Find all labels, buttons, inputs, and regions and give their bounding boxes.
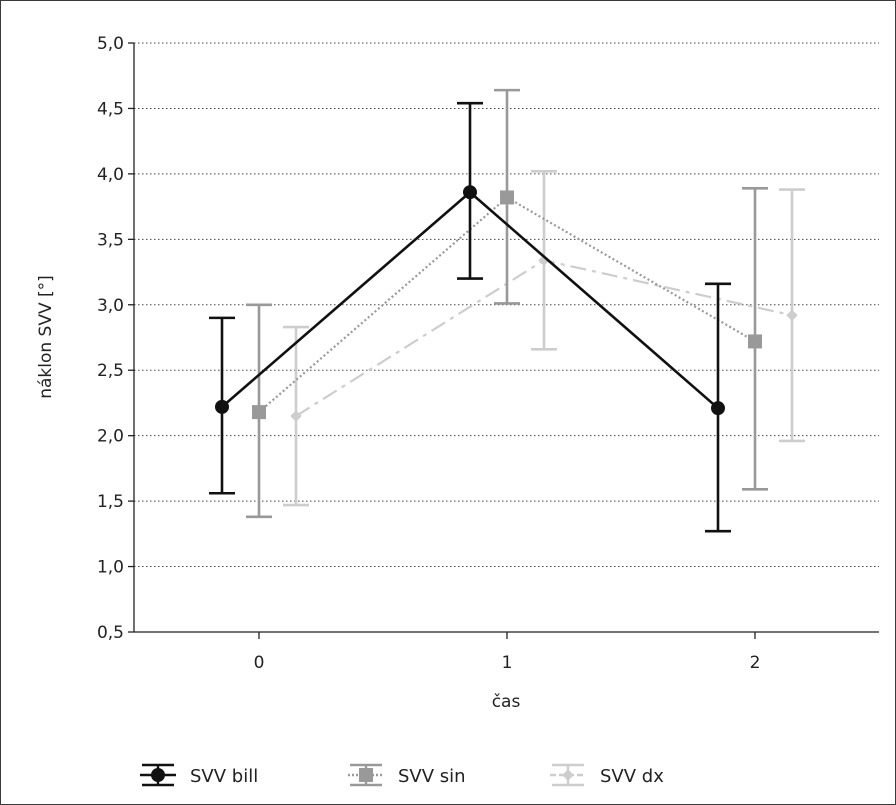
x-tick-label: 1	[502, 653, 513, 673]
data-point-marker	[786, 309, 798, 321]
x-tick-label: 0	[254, 653, 265, 673]
data-point-marker	[711, 401, 725, 416]
data-point-marker	[151, 768, 165, 782]
series-line	[258, 196, 756, 413]
y-tick-label: 1,5	[97, 492, 124, 512]
data-point-marker	[748, 334, 762, 349]
y-tick-label: 2,0	[97, 427, 124, 447]
data-point-marker	[215, 399, 229, 414]
legend-label: SVV sin	[398, 766, 466, 787]
data-point-marker	[500, 190, 514, 205]
x-tick-labels: 0 1 2	[254, 632, 761, 673]
legend-item: SVV bill	[140, 763, 258, 787]
data-point-marker	[290, 410, 302, 422]
y-axis-title: náklon SVV [°]	[36, 275, 56, 399]
y-tick-label: 3,5	[97, 230, 124, 250]
data-point-marker	[463, 185, 477, 200]
y-tick-label: 4,0	[97, 165, 124, 185]
x-axis-title: čas	[492, 692, 521, 712]
data-point-marker	[562, 769, 574, 781]
y-tick-label: 0,5	[97, 623, 124, 643]
legend: SVV bill SVV sin SVV dx	[140, 763, 664, 787]
series-svv-sin	[246, 88, 768, 519]
y-tick-labels: 0,5 1,0 1,5 2,0 2,5 3,0 3,5 4,0 4,5 5,0	[97, 34, 134, 643]
y-tick-label: 4,5	[97, 99, 124, 119]
series-svv-dx	[283, 169, 805, 507]
legend-item: SVV sin	[348, 763, 466, 787]
x-tick-label: 2	[750, 653, 761, 673]
series-group	[209, 88, 805, 533]
y-tick-label: 1,0	[97, 558, 124, 578]
series-svv-bill	[209, 101, 731, 533]
data-point-marker	[359, 768, 373, 782]
y-tick-label: 3,0	[97, 296, 124, 316]
data-point-marker	[252, 405, 266, 420]
legend-item: SVV dx	[550, 763, 664, 787]
legend-label: SVV bill	[190, 766, 258, 787]
legend-label: SVV dx	[600, 766, 664, 787]
y-tick-label: 2,5	[97, 361, 124, 381]
y-tick-label: 5,0	[97, 34, 124, 54]
